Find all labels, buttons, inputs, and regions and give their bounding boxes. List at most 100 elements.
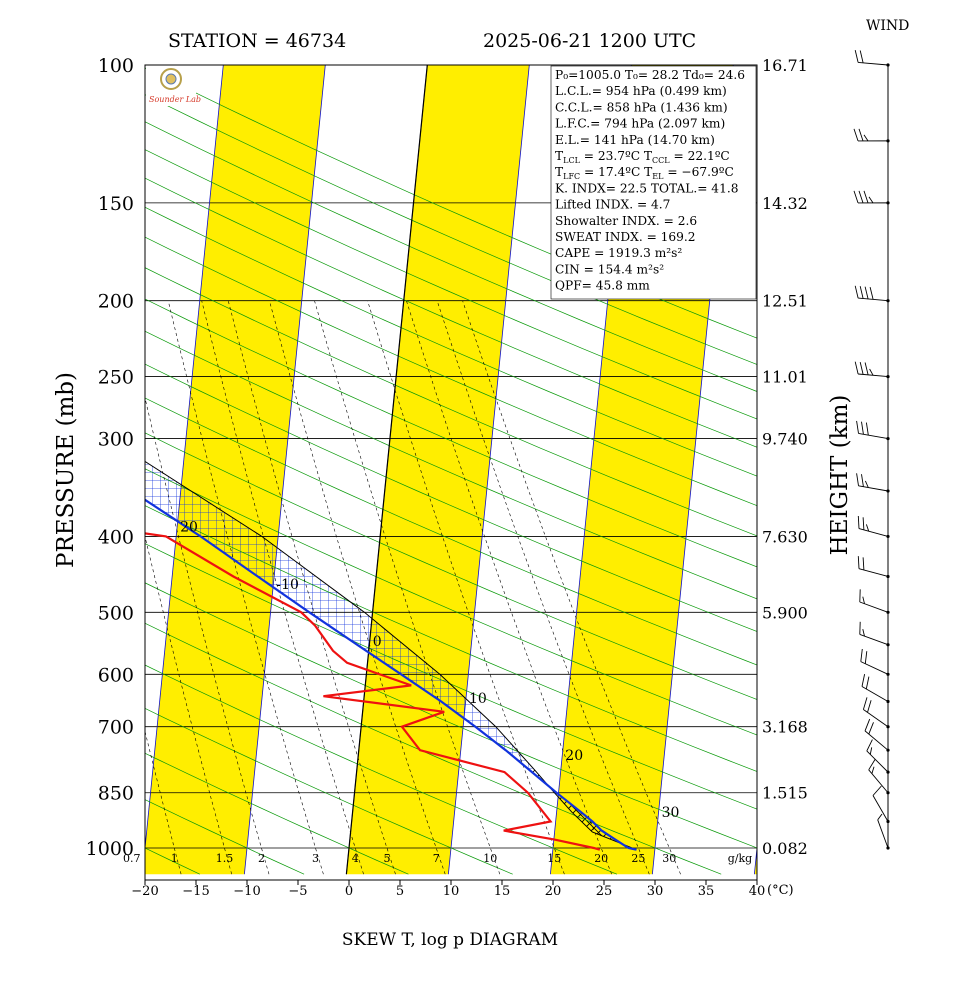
- wind-barb-flag: [865, 287, 868, 299]
- mixing-ratio-label: 30: [662, 852, 676, 865]
- wind-barbs: [854, 50, 890, 850]
- mixing-ratio-label: 1.5: [216, 852, 234, 865]
- wind-barb-flag: [859, 191, 863, 203]
- height-tick-label: 5.900: [762, 603, 808, 622]
- pressure-tick-label: 1000: [86, 838, 134, 860]
- indices-line: SWEAT INDX. = 169.2: [555, 230, 696, 244]
- wind-barb-shaft: [858, 62, 888, 65]
- mixing-ratio-label: 5: [384, 852, 391, 865]
- wind-column-label: WIND: [866, 18, 909, 34]
- wind-barb-flag: [873, 786, 881, 796]
- temperature-band: [142, 22, 329, 875]
- temperature-tick-label: −10: [233, 884, 260, 899]
- mixing-ratio-label: 3: [312, 852, 319, 865]
- wind-barb-flag: [872, 767, 874, 774]
- wind-barb-shaft: [859, 433, 889, 438]
- pressure-tick-label: 200: [98, 291, 134, 313]
- indices-text: SWEAT INDX. = 169.2: [555, 230, 696, 244]
- wind-barb-flag: [857, 421, 859, 434]
- wind-barb-flag: [859, 129, 863, 141]
- temperature-tick-label: 5: [396, 884, 404, 899]
- indices-text: Lifted INDX. = 4.7: [555, 198, 670, 212]
- indices-line: K. INDX= 22.5 TOTAL.= 41.8: [555, 181, 738, 195]
- wind-barb-flag: [858, 556, 859, 569]
- indices-text: L.C.L.= 954 hPa (0.499 km): [555, 84, 727, 98]
- indices-line: QPF= 45.8 mm: [555, 279, 650, 293]
- height-tick-label: 12.51: [762, 292, 808, 311]
- wind-barb-shaft: [863, 710, 888, 727]
- station-label: STATION = 46734: [168, 30, 346, 52]
- pressure-axis-label: PRESSURE (mb): [53, 372, 79, 568]
- mixing-ratio-label: 7: [433, 852, 440, 865]
- wind-barb-flag: [858, 516, 859, 529]
- wind-station-dot: [886, 673, 889, 676]
- wind-barb-flag: [866, 524, 868, 531]
- wind-barb-flag: [860, 51, 863, 63]
- indices-text: LFC: [563, 172, 580, 181]
- temperature-tick-label: 40: [749, 884, 766, 899]
- wind-barb-flag: [864, 135, 868, 141]
- isotherm-label: -40: [0, 406, 10, 422]
- wind-barb-flag: [861, 649, 863, 662]
- height-tick-label: 16.71: [762, 56, 808, 75]
- isotherm-label: 10: [469, 691, 487, 707]
- isotherm-label: -10: [276, 577, 299, 593]
- wind-barb-flag: [860, 362, 863, 374]
- wind-barb-flag: [865, 719, 870, 731]
- wind-barb-flag: [870, 369, 874, 375]
- indices-text: = 17.4ºC T: [584, 165, 653, 179]
- wind-barb-flag: [862, 422, 864, 435]
- indices-text: LCL: [563, 156, 580, 165]
- mixing-ratio-label: 1: [171, 852, 178, 865]
- mixing-ratio-label: g/kg: [728, 852, 752, 865]
- indices-text: =1005.0 T: [568, 68, 634, 82]
- wind-barb-shaft: [878, 820, 888, 848]
- sounding-traces: [0, 65, 637, 850]
- dry-adiabat-line: [0, 22, 96, 875]
- indices-box: P₀=1005.0 T₀= 28.2 Td₀= 24.6L.C.L.= 954 …: [551, 66, 756, 299]
- isotherm-line: [0, 22, 24, 875]
- wind-barb-flag: [865, 651, 867, 664]
- isotherm-label: 30: [662, 805, 680, 821]
- mixing-ratio-label: 10: [483, 852, 497, 865]
- indices-line: TLFC = 17.4ºC TEL = −67.9ºC: [555, 165, 734, 181]
- height-tick-label: 11.01: [762, 368, 808, 387]
- indices-text: = 24.6: [704, 68, 745, 82]
- wind-barb-shaft: [859, 529, 888, 537]
- indices-line: C.C.L.= 858 hPa (1.436 km): [555, 100, 728, 114]
- mixing-ratio-label: 2: [258, 852, 265, 865]
- isotherm-label: 0: [373, 634, 382, 650]
- wind-barb-flag: [866, 677, 869, 689]
- indices-line: Showalter INDX. = 2.6: [555, 214, 697, 228]
- chart-title: SKEW T, log p DIAGRAM: [342, 930, 558, 950]
- wind-barb-flag: [863, 597, 865, 604]
- wind-barb-flag: [868, 700, 872, 712]
- pressure-tick-label: 300: [98, 429, 134, 451]
- mixing-ratio-label: 20: [594, 852, 608, 865]
- indices-text: = 23.7ºC T: [584, 149, 653, 163]
- indices-text: E.L.= 141 hPa (14.70 km): [555, 133, 715, 147]
- indices-text: CCL: [652, 156, 670, 165]
- indices-text: L.F.C.= 794 hPa (2.097 km): [555, 117, 725, 131]
- temperature-tick-label: −20: [131, 884, 158, 899]
- mixing-ratio-label: 15: [547, 852, 561, 865]
- temperature-tick-label: 30: [647, 884, 664, 899]
- indices-text: CAPE = 1919.3 m²s²: [555, 246, 682, 260]
- height-tick-label: 7.630: [762, 527, 808, 546]
- temperature-tick-label: 20: [545, 884, 562, 899]
- height-axis: 16.7114.3212.5111.019.7407.6305.9003.168…: [762, 56, 808, 858]
- indices-text: CIN = 154.4 m²s²: [555, 262, 664, 276]
- indices-text: K. INDX= 22.5 TOTAL.= 41.8: [555, 181, 738, 195]
- wind-barb-flag: [865, 481, 868, 488]
- logo-text: Sounder Lab: [149, 95, 201, 104]
- wind-barb-flag: [870, 287, 873, 299]
- indices-line: TLCL = 23.7ºC TCCL = 22.1ºC: [555, 149, 730, 165]
- indices-text: = 22.1ºC: [673, 149, 729, 163]
- wind-barb-flag: [854, 191, 858, 203]
- wind-barb-flag: [855, 286, 858, 298]
- wind-barb-flag: [866, 423, 868, 436]
- wind-barb-flag: [869, 722, 874, 734]
